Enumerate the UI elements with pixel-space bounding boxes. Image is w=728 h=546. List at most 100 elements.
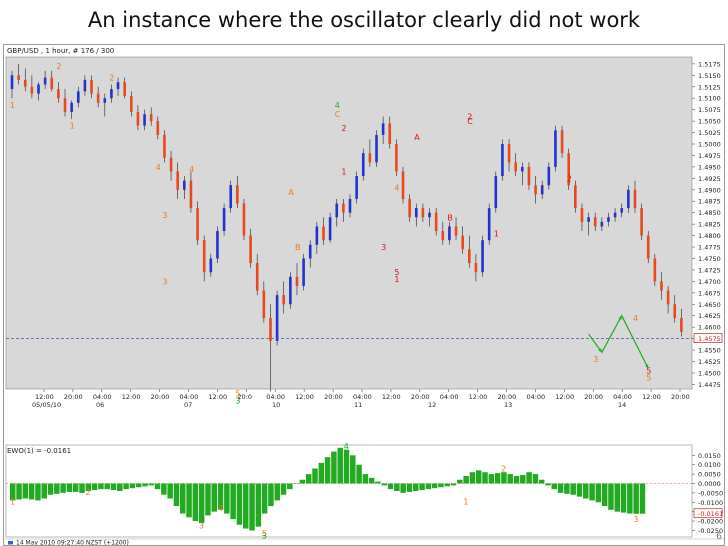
- wave-label: 3: [162, 211, 167, 220]
- osc-bar: [230, 483, 236, 520]
- oscillator-label: EWO(1) = -0.0161: [7, 447, 71, 455]
- candle-body: [474, 263, 478, 273]
- osc-bar: [350, 455, 356, 484]
- candle-body: [302, 258, 305, 286]
- osc-bar: [41, 483, 47, 499]
- candle-body: [507, 144, 511, 163]
- time-tick-label: 20:00: [64, 393, 83, 401]
- candle-body: [315, 226, 319, 245]
- price-tick-label: 1.4475: [698, 381, 721, 389]
- wave-label: C: [335, 110, 341, 119]
- osc-bar: [431, 483, 438, 489]
- osc-bar: [595, 483, 602, 503]
- osc-bar: [47, 483, 54, 495]
- osc-bar: [337, 447, 343, 484]
- osc-bar: [161, 483, 167, 495]
- osc-value-box: [693, 508, 723, 519]
- page-number: 6: [716, 532, 722, 542]
- osc-bar: [123, 483, 129, 490]
- price-tick-label: 1.4675: [698, 289, 721, 297]
- osc-bar: [268, 483, 274, 507]
- osc-bar: [557, 483, 564, 493]
- wave-label: 5: [394, 268, 399, 277]
- candle-body: [70, 102, 73, 112]
- candle-body: [381, 123, 385, 135]
- date-label: 13: [504, 401, 512, 409]
- osc-bar: [305, 474, 312, 484]
- candle-body: [295, 276, 299, 286]
- candle-body: [196, 208, 199, 241]
- osc-bar: [299, 479, 306, 484]
- wave-label: 1: [394, 275, 399, 284]
- time-tick-label: 20:0: [237, 393, 252, 401]
- osc-bar: [444, 483, 450, 487]
- osc-bar: [224, 483, 230, 514]
- osc-bar: [142, 483, 148, 487]
- price-tick-label: 1.4750: [698, 255, 721, 263]
- candle-body: [90, 79, 93, 94]
- osc-bar: [148, 483, 155, 486]
- current-price-box: [693, 333, 723, 343]
- osc-bar: [469, 472, 476, 484]
- osc-tick-label: 0.0000: [698, 480, 721, 488]
- osc-bar: [236, 483, 243, 525]
- price-tick-label: 1.4500: [698, 369, 721, 377]
- price-tick-label: 1.5000: [698, 141, 721, 149]
- candle-body: [163, 134, 166, 158]
- candle-body: [421, 208, 425, 218]
- time-tick-label: 12:00: [555, 393, 574, 401]
- price-tick-label: 1.4950: [698, 163, 721, 171]
- osc-bar: [570, 483, 576, 495]
- candle-body: [222, 208, 226, 232]
- price-plot-area: [5, 56, 693, 390]
- candle-body: [461, 235, 464, 250]
- price-tick-label: 1.4975: [698, 152, 721, 160]
- candle-body: [428, 212, 431, 218]
- osc-wave-label: 3: [633, 515, 638, 524]
- candle-body: [355, 176, 358, 199]
- candle-body: [600, 221, 604, 227]
- time-tick-label: 04:00: [180, 393, 199, 401]
- price-tick-label: 1.4875: [698, 198, 721, 206]
- candle-body: [521, 166, 524, 172]
- osc-bar: [287, 483, 293, 490]
- wave-label: 1: [10, 101, 15, 110]
- candle-body: [580, 208, 584, 222]
- candle-body: [680, 318, 683, 332]
- price-tick-label: 1.4600: [698, 324, 721, 332]
- candle-body: [282, 295, 286, 305]
- candle-body: [454, 226, 458, 236]
- candle-body: [666, 290, 670, 305]
- candle-body: [395, 144, 398, 172]
- osc-bar: [274, 483, 280, 501]
- price-tick-label: 1.5050: [698, 118, 721, 126]
- osc-wave-label: 2: [501, 464, 506, 473]
- candle-body: [110, 89, 113, 99]
- osc-bar: [173, 483, 180, 507]
- candle-body: [322, 226, 325, 241]
- candle-body: [275, 295, 279, 341]
- osc-bar: [293, 483, 299, 484]
- wave-label: 3: [235, 396, 240, 405]
- wave-label: 4: [189, 165, 194, 174]
- osc-wave-label: 2: [86, 488, 91, 497]
- wave-label: 1: [494, 229, 499, 238]
- osc-bar: [60, 483, 66, 493]
- candle-body: [448, 226, 451, 241]
- price-tick-label: 1.5075: [698, 106, 721, 114]
- time-tick-label: 12:00: [35, 393, 54, 401]
- time-tick-label: 04:00: [613, 393, 632, 401]
- osc-bar: [501, 472, 507, 484]
- candle-body: [501, 144, 504, 177]
- candle-body: [540, 185, 544, 195]
- candle-body: [328, 217, 332, 241]
- osc-bar: [331, 451, 337, 484]
- osc-tick-label: 0.0050: [698, 471, 721, 479]
- candle-body: [96, 93, 100, 103]
- candle-body: [103, 98, 107, 103]
- price-tick-label: 1.4800: [698, 232, 721, 240]
- osc-bar: [564, 483, 570, 494]
- candle-body: [673, 304, 677, 319]
- time-tick-label: 12:00: [642, 393, 661, 401]
- candle-body: [262, 290, 266, 319]
